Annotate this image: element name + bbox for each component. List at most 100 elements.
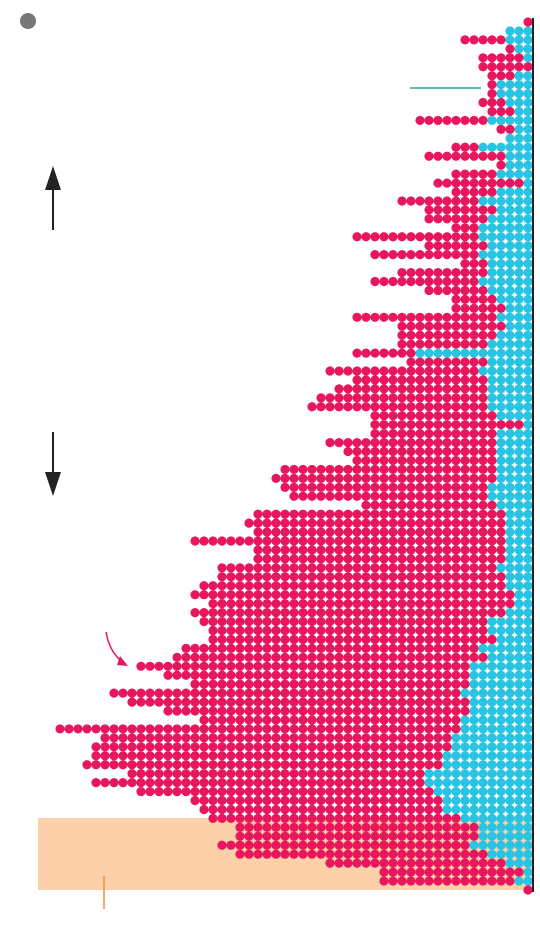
dot bbox=[505, 742, 515, 752]
dot bbox=[397, 616, 407, 627]
dot bbox=[460, 795, 470, 806]
dot bbox=[343, 706, 353, 716]
dot bbox=[343, 384, 353, 394]
dot bbox=[262, 670, 272, 680]
dot bbox=[226, 769, 236, 779]
dot bbox=[280, 742, 290, 752]
dot bbox=[514, 545, 524, 555]
dot bbox=[487, 250, 497, 260]
dot bbox=[388, 715, 398, 725]
dot bbox=[361, 724, 371, 734]
dot bbox=[514, 187, 524, 197]
dot bbox=[370, 634, 380, 645]
dot bbox=[298, 536, 308, 546]
dot bbox=[514, 607, 524, 618]
dot bbox=[496, 706, 506, 716]
dot bbox=[433, 420, 443, 430]
dot bbox=[361, 795, 371, 806]
dot bbox=[460, 294, 470, 305]
dot bbox=[397, 804, 407, 815]
dot bbox=[487, 294, 497, 305]
dot bbox=[460, 733, 470, 743]
dot bbox=[415, 876, 425, 886]
dot bbox=[244, 607, 254, 618]
dot bbox=[325, 393, 335, 403]
dot bbox=[343, 840, 353, 850]
dot bbox=[280, 527, 290, 537]
dot bbox=[361, 697, 371, 707]
dot bbox=[433, 581, 443, 591]
dot bbox=[379, 393, 389, 403]
dot bbox=[406, 581, 416, 591]
dot bbox=[352, 312, 362, 322]
dot bbox=[298, 590, 308, 600]
dot bbox=[460, 724, 470, 734]
dot bbox=[487, 688, 497, 698]
dot bbox=[262, 607, 272, 618]
dot bbox=[388, 250, 398, 260]
dot bbox=[523, 429, 533, 439]
dot bbox=[379, 670, 389, 680]
dot bbox=[406, 679, 416, 689]
dot bbox=[334, 393, 344, 403]
dot bbox=[298, 778, 308, 788]
dot bbox=[433, 312, 443, 322]
dot bbox=[451, 357, 461, 367]
dot bbox=[388, 679, 398, 689]
dot bbox=[496, 97, 506, 108]
dot bbox=[334, 607, 344, 618]
dot bbox=[523, 742, 533, 752]
dot bbox=[199, 590, 209, 600]
dot bbox=[127, 742, 137, 752]
dot bbox=[379, 679, 389, 689]
dot bbox=[298, 724, 308, 734]
dot bbox=[487, 804, 497, 815]
dot bbox=[172, 697, 182, 707]
dot bbox=[505, 625, 515, 636]
dot bbox=[397, 232, 407, 242]
dot bbox=[271, 751, 281, 761]
dot bbox=[379, 384, 389, 394]
dot bbox=[478, 402, 488, 412]
dot bbox=[397, 536, 407, 546]
dot bbox=[361, 375, 371, 385]
dot bbox=[370, 509, 380, 519]
dot bbox=[370, 616, 380, 627]
dot bbox=[478, 312, 488, 322]
dot bbox=[325, 437, 335, 448]
dot bbox=[397, 330, 407, 340]
dot bbox=[226, 813, 236, 824]
dot bbox=[262, 769, 272, 779]
menu-dot[interactable] bbox=[20, 13, 36, 29]
dot bbox=[379, 473, 389, 483]
dot bbox=[343, 536, 353, 546]
dot bbox=[460, 688, 470, 698]
dot bbox=[451, 581, 461, 591]
dot bbox=[379, 420, 389, 430]
dot bbox=[469, 599, 479, 609]
dot bbox=[406, 250, 416, 260]
dot bbox=[271, 652, 281, 662]
dot bbox=[289, 536, 299, 546]
dot bbox=[388, 232, 398, 242]
dot bbox=[244, 670, 254, 680]
dot bbox=[289, 778, 299, 788]
dot bbox=[361, 393, 371, 403]
dot bbox=[505, 661, 515, 671]
dot bbox=[523, 491, 533, 501]
dot bbox=[397, 437, 407, 448]
dot bbox=[352, 804, 362, 815]
dot bbox=[460, 849, 470, 859]
dot bbox=[388, 670, 398, 680]
dot bbox=[298, 715, 308, 725]
dot bbox=[208, 625, 218, 636]
dot bbox=[478, 455, 488, 466]
dot bbox=[505, 26, 515, 36]
dot bbox=[316, 786, 326, 797]
dot bbox=[352, 375, 362, 385]
dot bbox=[406, 858, 416, 868]
dot bbox=[370, 742, 380, 752]
dot bbox=[316, 554, 326, 564]
dot bbox=[505, 71, 515, 81]
dot bbox=[325, 760, 335, 770]
